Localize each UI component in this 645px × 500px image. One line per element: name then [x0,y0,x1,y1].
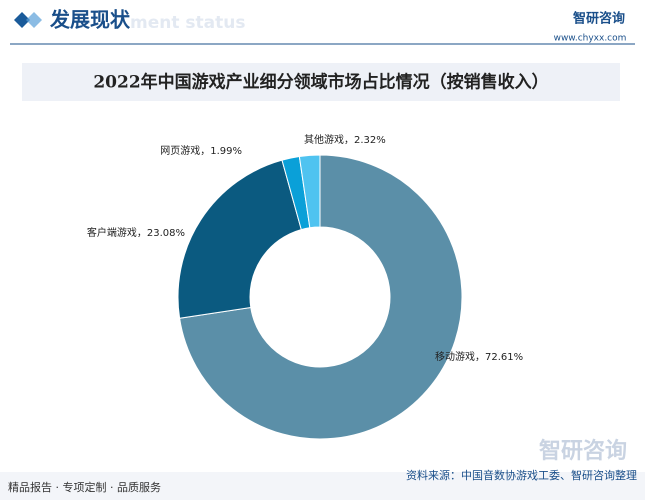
footer-source: 资料来源：中国音数协游戏工委、智研咨询整理 [406,468,637,482]
footer-logo: 智研咨询 [539,438,627,464]
title-box [22,63,620,101]
header-subtitle: ment status [130,13,245,33]
header-title: 发展现状 [49,8,131,32]
header-icon [14,12,30,28]
footer-band [0,472,645,500]
data-label: 移动游戏，72.61% [435,350,523,363]
chart-title: 2022年中国游戏产业细分领域市场占比情况（按销售收入） [93,72,548,93]
data-label: 客户端游戏，23.08% [87,226,185,239]
donut-slice [179,154,463,440]
donut-slice [177,159,302,319]
footer-left: 精品报告 · 专项定制 · 品质服务 [8,480,161,494]
data-label: 其他游戏，2.32% [304,133,386,146]
logo: 智研咨询 [573,11,625,27]
data-label: 网页游戏，1.99% [160,144,242,157]
url: www.chyxx.com [554,34,627,44]
donut: 移动游戏，72.61% 客户端游戏，23.08% 网页游戏，1.99% 其他游戏，2.… [87,133,523,440]
donut-slice [298,154,321,229]
header-icon [26,12,42,28]
